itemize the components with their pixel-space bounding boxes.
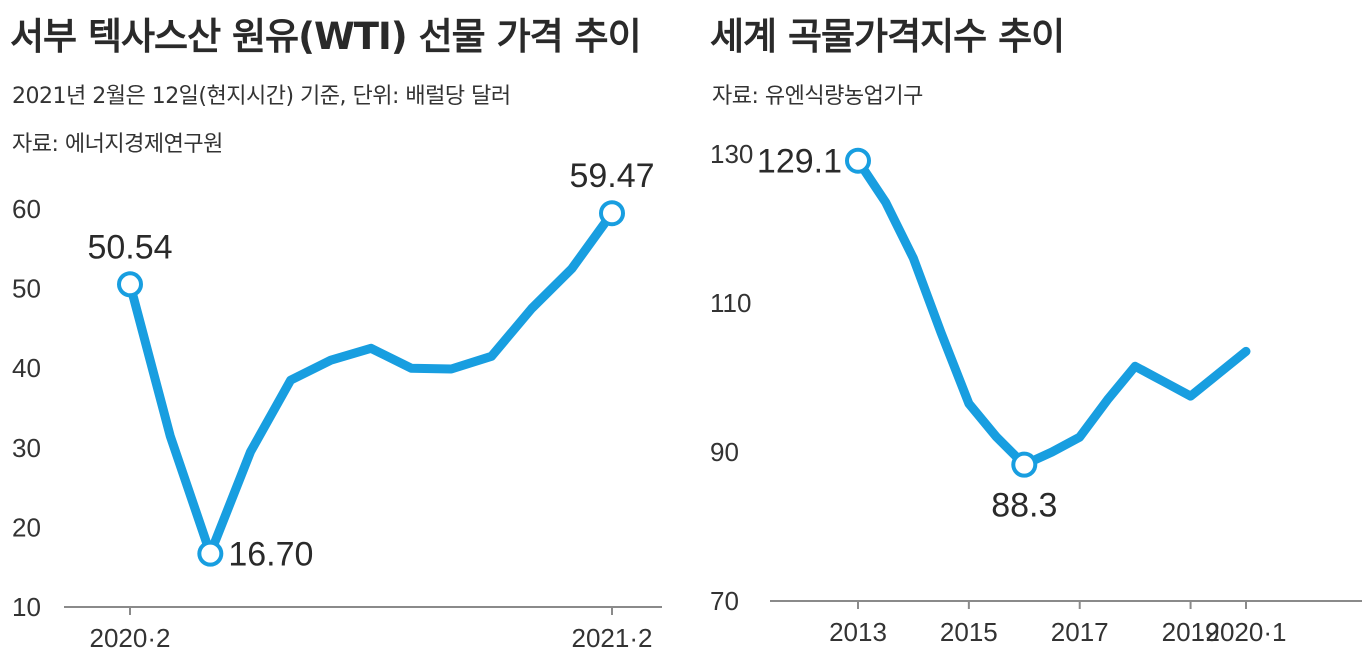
wti-point-marker (599, 200, 625, 227)
wti-point-marker (117, 271, 143, 298)
wti-chart-source: 자료: 에너지경제연구원 (12, 132, 223, 157)
wti-data-label: 50.54 (87, 228, 172, 266)
grain-y-tick-label: 130 (710, 139, 753, 169)
grain-point-marker (1011, 451, 1038, 478)
grain-x-tick-label: 2019 (1162, 617, 1220, 647)
wti-series-line (125, 208, 617, 559)
wti-y-tick-label: 40 (12, 353, 41, 383)
wti-data-label: 59.47 (569, 157, 654, 195)
wti-point-marker (197, 540, 224, 567)
wti-chart-title: 서부 텍사스산 원유(WTI) 선물 가격 추이 (10, 15, 642, 58)
grain-chart-panel: 세계 곡물가격지수 추이 자료: 유엔식량농업기구 70 90 110 130 2013… (700, 0, 1369, 651)
grain-point-marker (845, 147, 871, 174)
grain-series-line (853, 156, 1251, 470)
grain-x-tick-label: 2017 (1051, 617, 1109, 647)
grain-y-tick-label: 90 (710, 437, 739, 467)
wti-chart-subtitle: 2021년 2월은 12일(현지시간) 기준, 단위: 배럴당 달러 (12, 84, 511, 109)
grain-chart-source: 자료: 유엔식량농업기구 (712, 84, 923, 109)
wti-y-tick-label: 50 (12, 274, 41, 304)
wti-x-tick-label: 2020·2 (90, 623, 171, 651)
grain-y-tick-label: 70 (710, 586, 739, 616)
wti-line-chart: 10 20 30 40 50 60 2020·2 2021·2 50.54 16.70 59.47 (12, 157, 662, 651)
wti-y-tick-label: 20 (12, 512, 41, 542)
grain-chart-title: 세계 곡물가격지수 추이 (710, 15, 1065, 58)
grain-data-label: 88.3 (991, 487, 1057, 525)
grain-x-tick-label: 2015 (940, 617, 998, 647)
grain-x-tick-label: 2013 (829, 617, 887, 647)
wti-y-tick-label: 10 (12, 592, 41, 622)
wti-y-tick-label: 30 (12, 433, 41, 463)
wti-x-tick-label: 2021·2 (572, 623, 653, 651)
wti-y-tick-label: 60 (12, 194, 41, 224)
grain-y-tick-label: 110 (710, 288, 751, 318)
wti-data-label: 16.70 (228, 536, 313, 574)
grain-x-tick-label: 2020·1 (1206, 617, 1287, 647)
grain-data-label: 129.1 (757, 143, 842, 181)
wti-chart-panel: 서부 텍사스산 원유(WTI) 선물 가격 추이 2021년 2월은 12일(현… (0, 0, 680, 651)
